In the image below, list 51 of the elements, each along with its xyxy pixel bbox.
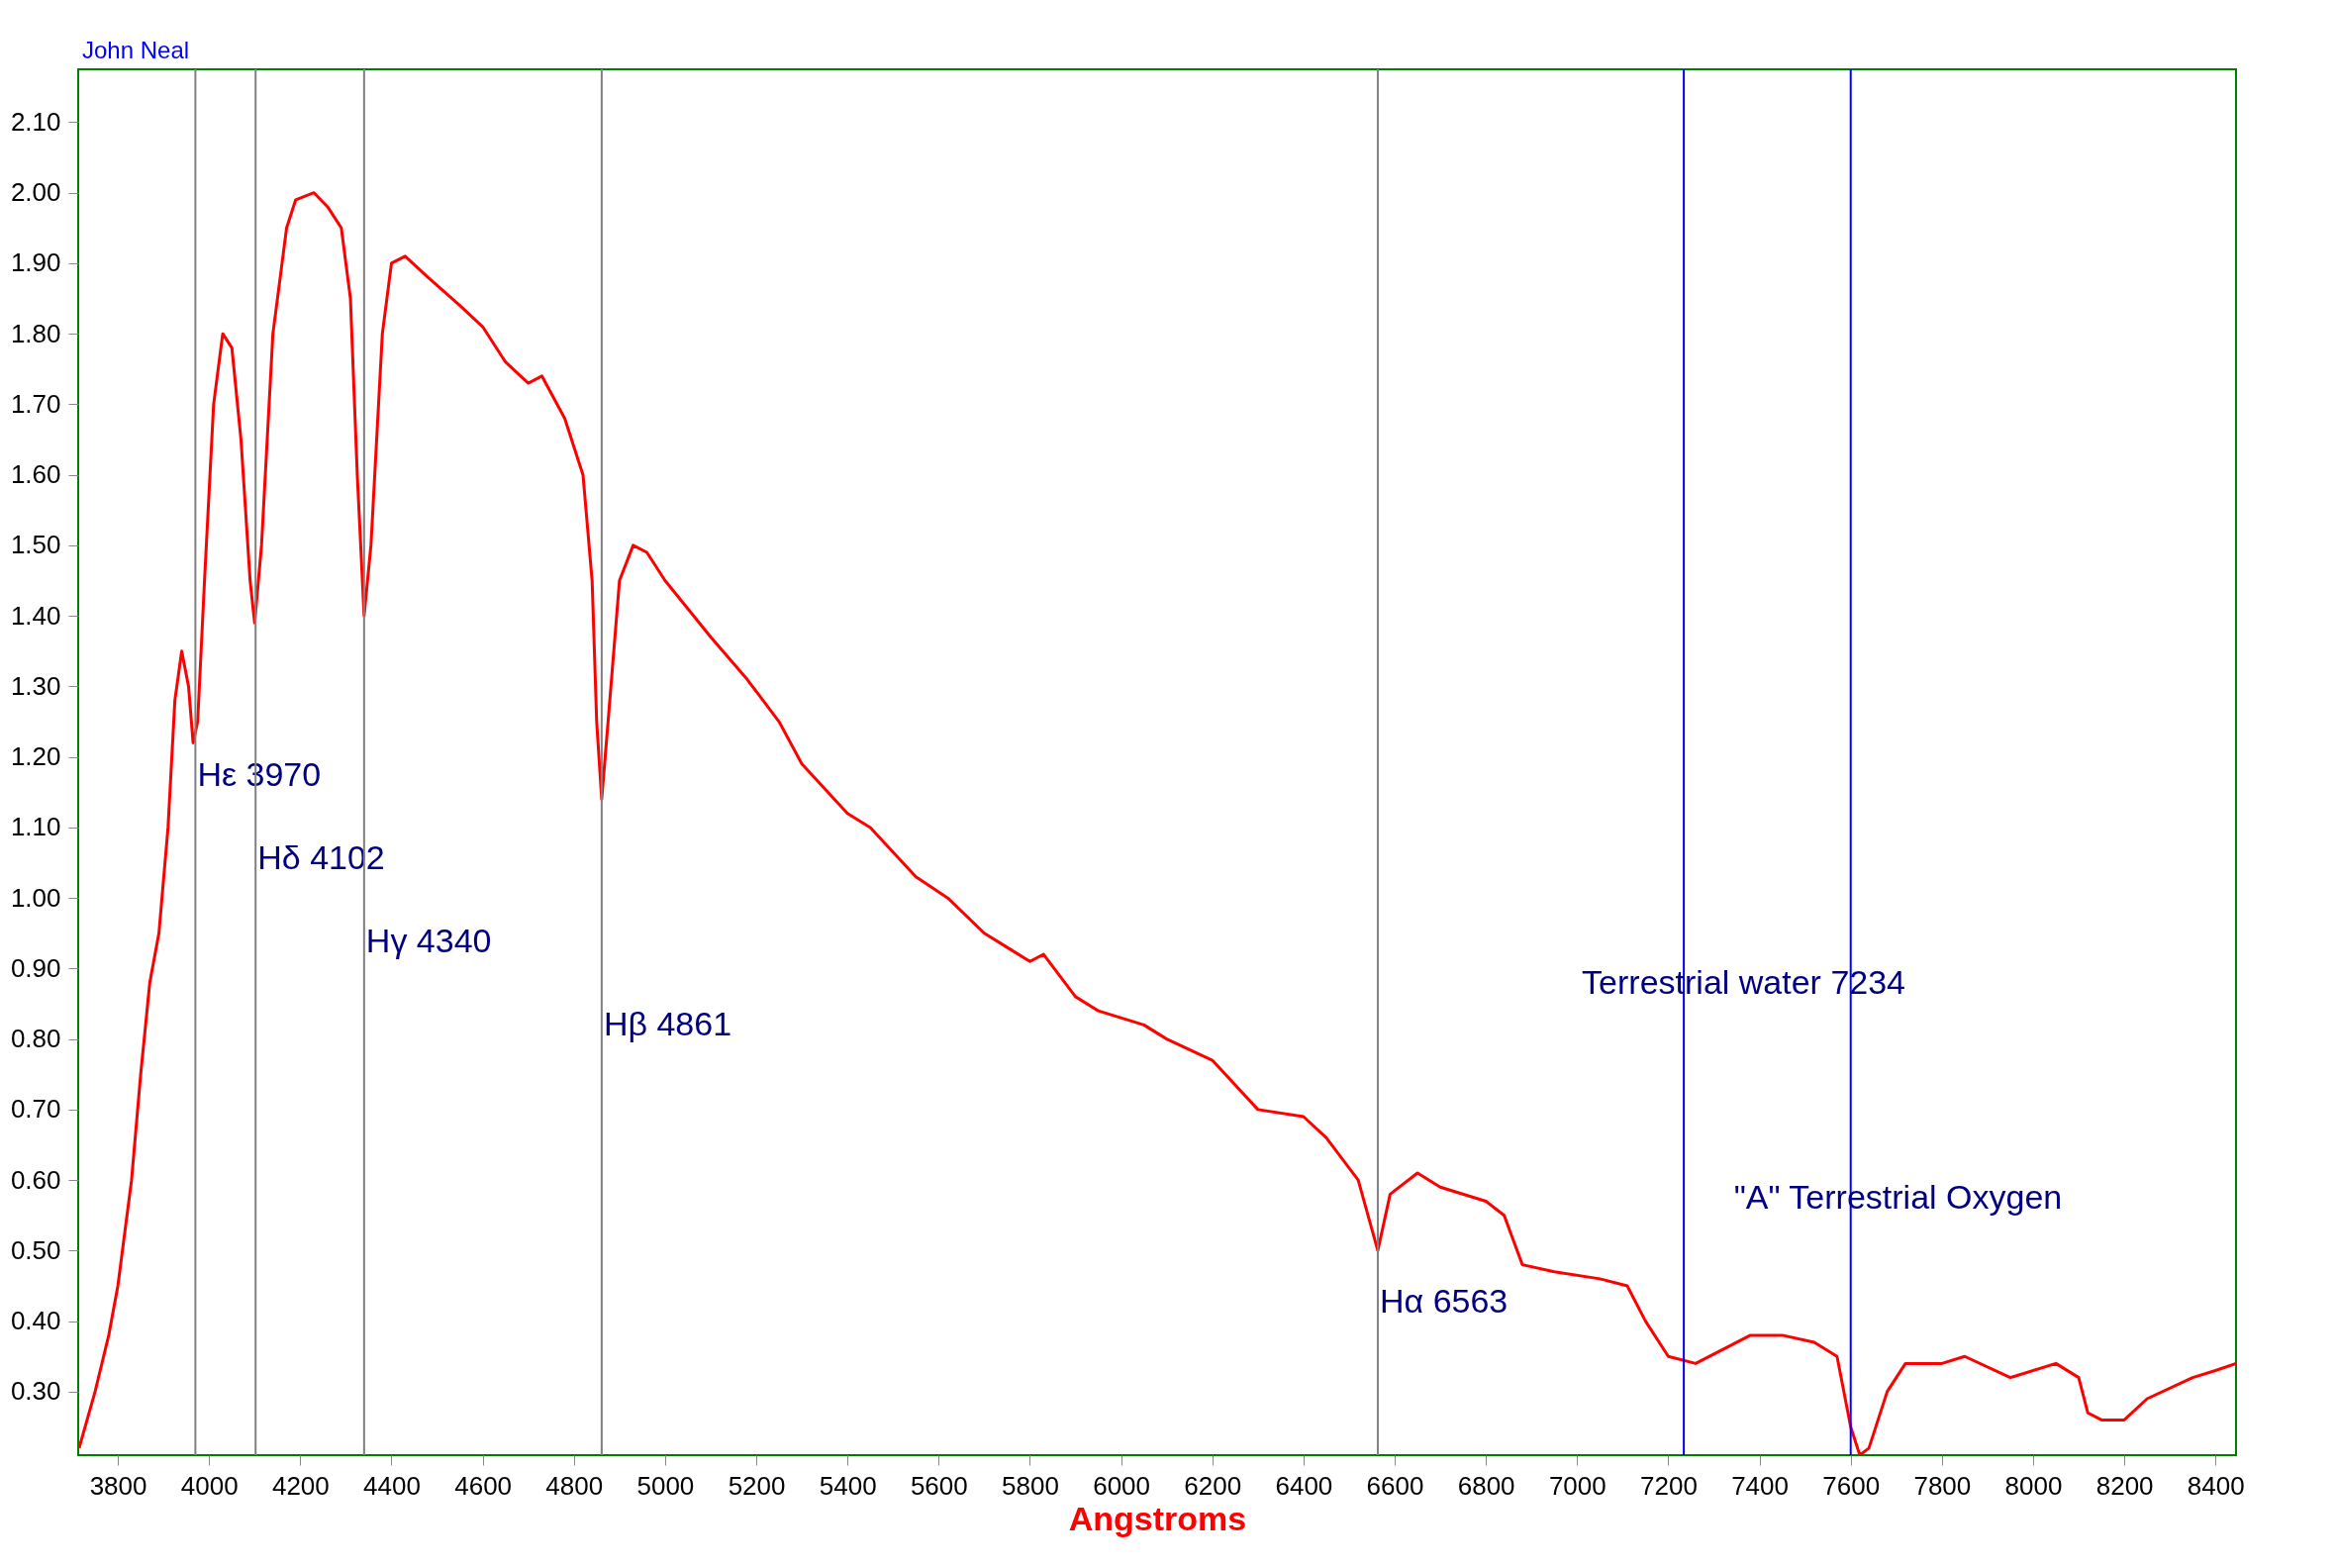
x-tick-label: 8000 xyxy=(2004,1470,2063,1501)
x-tick-label: 6600 xyxy=(1366,1470,1424,1501)
y-tick-label: 1.80 xyxy=(10,318,61,348)
x-tick-label: 5000 xyxy=(636,1470,695,1501)
ref-line-label: Hδ 4102 xyxy=(257,838,385,876)
x-tick-label: 4600 xyxy=(454,1470,513,1501)
x-tick-label: 6000 xyxy=(1093,1470,1151,1501)
ref-line-label: Hβ 4861 xyxy=(603,1005,732,1042)
x-tick-label: 7000 xyxy=(1548,1470,1606,1501)
y-tick-label: 0.70 xyxy=(10,1094,61,1125)
text: John Neal xyxy=(82,37,190,63)
x-tick-label: 5200 xyxy=(728,1470,786,1501)
x-tick-label: 7600 xyxy=(1822,1470,1881,1501)
y-tick-label: 1.60 xyxy=(10,459,61,490)
x-tick-label: 4400 xyxy=(363,1470,421,1501)
y-tick-label: 1.40 xyxy=(10,600,61,631)
y-tick-label: 2.10 xyxy=(10,106,61,137)
x-tick-label: 4000 xyxy=(180,1470,239,1501)
ref-line-label: Hε 3970 xyxy=(197,755,322,793)
x-tick-label: 8400 xyxy=(2187,1470,2245,1501)
x-tick-label: 6400 xyxy=(1275,1470,1333,1501)
ref-line-label: Hα 6563 xyxy=(1379,1282,1509,1320)
y-tick-label: 1.10 xyxy=(10,812,61,842)
y-tick-label: 0.60 xyxy=(10,1164,61,1195)
x-tick-label: 5800 xyxy=(1002,1470,1059,1501)
x-tick-label: 6800 xyxy=(1457,1470,1515,1501)
y-tick-label: 1.00 xyxy=(10,882,61,913)
x-tick-label: 7400 xyxy=(1731,1470,1789,1501)
y-tick-label: 0.30 xyxy=(10,1376,61,1407)
y-tick-label: 0.90 xyxy=(10,952,61,983)
x-axis-title: Angstroms xyxy=(1068,1499,1247,1537)
x-tick-label: 5400 xyxy=(819,1470,877,1501)
line-series xyxy=(78,191,2236,1455)
y-tick-label: 1.50 xyxy=(10,530,61,560)
x-tick-label: 5600 xyxy=(910,1470,968,1501)
y-tick-label: 0.50 xyxy=(10,1234,61,1265)
y-tick-label: 1.90 xyxy=(10,247,61,278)
x-tick-label: 6200 xyxy=(1184,1470,1242,1501)
y-tick-label: 0.80 xyxy=(10,1024,61,1054)
y-tick-label: 2.00 xyxy=(10,177,61,208)
y-tick-label: 1.30 xyxy=(10,670,61,701)
y-tick-label: 1.20 xyxy=(10,741,61,772)
y-tick-label: 1.70 xyxy=(10,388,61,419)
ref-line-label: Hγ 4340 xyxy=(365,922,492,959)
x-tick-label: 4200 xyxy=(271,1470,330,1501)
y-tick-label: 0.40 xyxy=(10,1306,61,1336)
x-tick-label: 8200 xyxy=(2095,1470,2154,1501)
x-tick-label: 4800 xyxy=(545,1470,604,1501)
x-tick-label: 7200 xyxy=(1640,1470,1698,1501)
x-tick-label: 3800 xyxy=(89,1470,147,1501)
x-tick-label: 7800 xyxy=(1913,1470,1972,1501)
